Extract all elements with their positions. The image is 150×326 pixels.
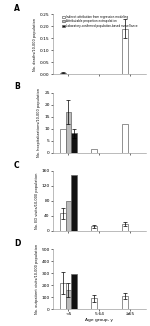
Bar <box>122 224 128 231</box>
Y-axis label: No. deaths/10,000 population: No. deaths/10,000 population <box>33 18 37 71</box>
Text: A: A <box>14 4 20 13</box>
Bar <box>60 283 66 309</box>
Text: D: D <box>14 239 20 248</box>
Text: B: B <box>14 82 20 91</box>
X-axis label: Age group, y: Age group, y <box>85 318 113 322</box>
Bar <box>66 290 71 309</box>
Y-axis label: No. hospitalizations/10,000 population: No. hospitalizations/10,000 population <box>37 88 41 157</box>
Bar <box>122 296 128 309</box>
Bar <box>66 112 71 153</box>
Legend: Indirect attribution from regression modeling, Attributable proportion extrapola: Indirect attribution from regression mod… <box>62 14 138 28</box>
Bar <box>71 274 77 309</box>
Bar <box>71 133 77 153</box>
Bar <box>60 213 66 231</box>
Bar <box>60 129 66 153</box>
Bar <box>122 29 128 74</box>
Bar <box>91 298 97 309</box>
Y-axis label: No. ED visits/10,000 population: No. ED visits/10,000 population <box>35 173 39 229</box>
Bar <box>91 227 97 231</box>
Bar <box>91 149 97 153</box>
Text: C: C <box>14 161 20 170</box>
Y-axis label: No. outpatient visits/10,000 population: No. outpatient visits/10,000 population <box>35 244 39 314</box>
Bar <box>71 175 77 231</box>
Bar <box>66 201 71 231</box>
Bar <box>60 73 66 74</box>
Bar <box>122 124 128 153</box>
